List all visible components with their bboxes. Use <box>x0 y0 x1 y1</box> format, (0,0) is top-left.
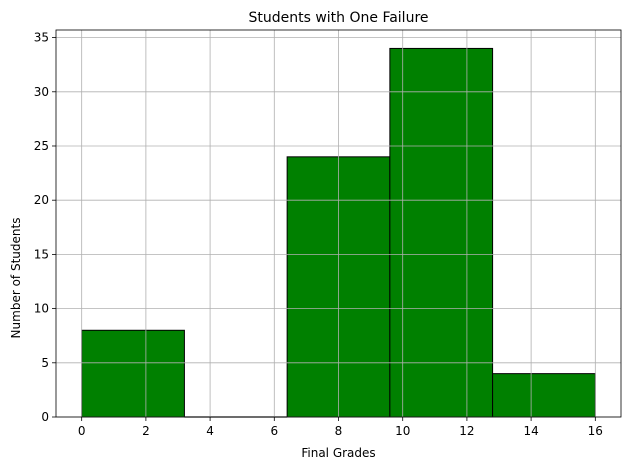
y-tick-label-1: 5 <box>41 356 49 370</box>
y-tick-label-3: 15 <box>34 247 49 261</box>
y-tick-label-0: 0 <box>41 410 49 424</box>
y-tick-label-6: 30 <box>34 85 49 99</box>
x-tick-label-7: 14 <box>523 424 538 438</box>
y-tick-label-7: 35 <box>34 31 49 45</box>
x-tick-label-8: 16 <box>588 424 603 438</box>
bar-3 <box>389 47 494 418</box>
chart-title: Students with One Failure <box>248 10 428 26</box>
y-tick-label-2: 10 <box>34 302 49 316</box>
bar-0 <box>81 329 185 418</box>
x-axis-label: Final Grades <box>301 446 375 460</box>
bar-4 <box>492 373 596 418</box>
y-axis-ticks: 0 5 10 15 20 25 30 35 <box>34 31 56 424</box>
y-tick-label-5: 25 <box>34 139 49 153</box>
x-tick-label-0: 0 <box>78 424 86 438</box>
y-axis-label: Number of Students <box>9 218 23 339</box>
y-tick-label-4: 20 <box>34 193 49 207</box>
x-tick-label-6: 12 <box>459 424 474 438</box>
x-tick-label-4: 8 <box>335 424 343 438</box>
x-tick-label-1: 2 <box>142 424 150 438</box>
x-axis-ticks: 0 2 4 6 8 10 12 14 16 <box>78 417 603 438</box>
x-tick-label-3: 6 <box>270 424 278 438</box>
x-tick-label-2: 4 <box>206 424 214 438</box>
x-tick-label-5: 10 <box>395 424 410 438</box>
